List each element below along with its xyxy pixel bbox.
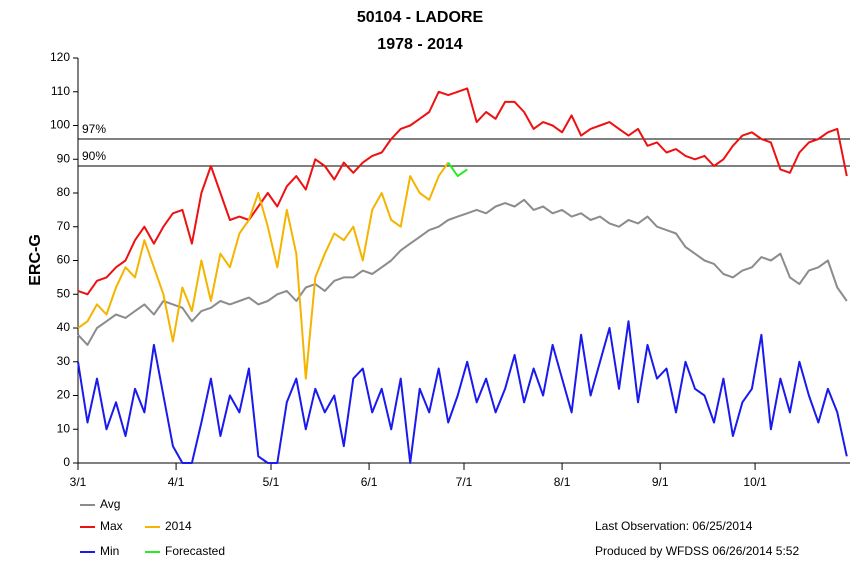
x-tick-label: 4/1: [168, 475, 185, 489]
legend-label: Avg: [100, 497, 120, 511]
y-tick-label: 20: [57, 388, 71, 402]
y-tick-label: 30: [57, 354, 71, 368]
legend-label: Forecasted: [165, 544, 225, 558]
y-tick-label: 40: [57, 320, 71, 334]
series-line: [77, 87, 848, 296]
y-tick-label: 0: [63, 455, 70, 469]
x-tick-label: 10/1: [743, 475, 767, 489]
y-tick-label: 120: [50, 50, 70, 64]
y-tick-label: 70: [57, 219, 71, 233]
note: Produced by WFDSS 06/26/2014 5:52: [595, 544, 799, 558]
y-axis-label: ERC-G: [27, 234, 44, 286]
reference-label: 90%: [82, 149, 106, 163]
series-line: [77, 162, 450, 380]
y-tick-label: 50: [57, 286, 71, 300]
legend-label: Min: [100, 544, 119, 558]
x-tick-label: 9/1: [652, 475, 669, 489]
x-tick-label: 6/1: [361, 475, 378, 489]
chart-subtitle: 1978 - 2014: [377, 36, 463, 53]
legend-label: Max: [100, 519, 123, 533]
series-line: [77, 198, 848, 346]
y-tick-label: 110: [51, 84, 70, 98]
x-tick-label: 3/1: [70, 475, 87, 489]
x-tick-label: 5/1: [263, 475, 280, 489]
y-tick-label: 90: [57, 151, 71, 165]
series-line: [447, 162, 468, 178]
note: Last Observation: 06/25/2014: [595, 519, 753, 533]
chart-title: 50104 - LADORE: [357, 9, 484, 26]
y-tick-label: 80: [57, 185, 71, 199]
y-tick-label: 10: [57, 421, 71, 435]
x-tick-label: 7/1: [456, 475, 473, 489]
x-tick-label: 8/1: [554, 475, 571, 489]
y-tick-label: 100: [50, 118, 70, 132]
reference-label: 97%: [82, 122, 106, 136]
series-line: [77, 320, 848, 464]
y-tick-label: 60: [57, 253, 71, 267]
legend-label: 2014: [165, 519, 192, 533]
